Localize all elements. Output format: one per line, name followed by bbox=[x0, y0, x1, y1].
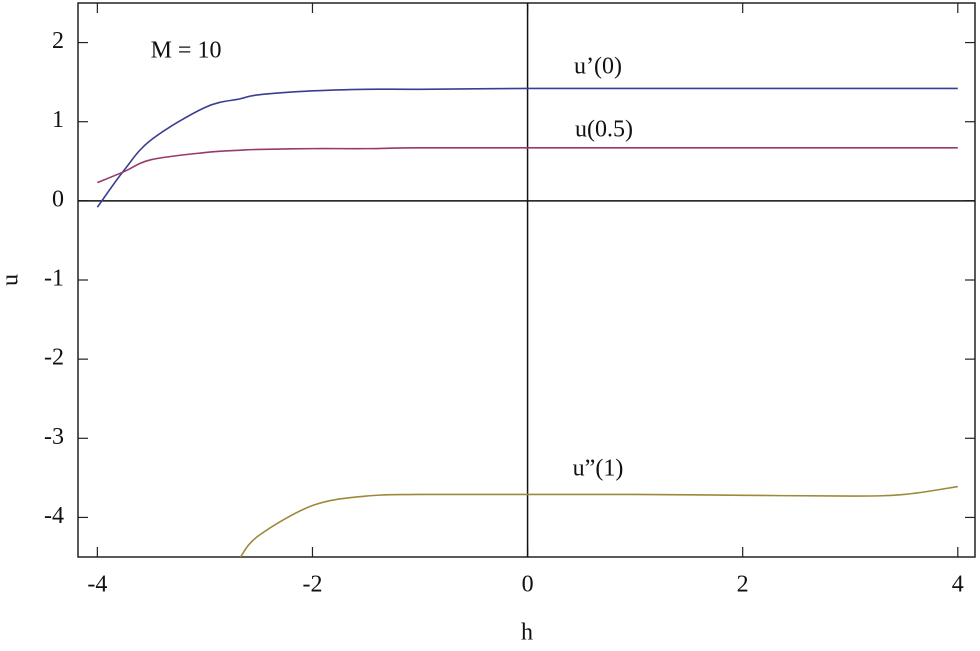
y-tick-label: -1 bbox=[44, 266, 64, 292]
y-tick-label: -3 bbox=[44, 424, 64, 450]
y-axis-label: u bbox=[0, 274, 24, 286]
series-label: u”(1) bbox=[573, 456, 624, 482]
x-tick-label: 0 bbox=[522, 572, 534, 598]
x-tick-label: -2 bbox=[302, 572, 322, 598]
series-label: u(0.5) bbox=[575, 117, 633, 143]
y-tick-label: 2 bbox=[52, 28, 64, 54]
plot-frame bbox=[77, 2, 976, 558]
x-tick-label: -4 bbox=[87, 572, 107, 598]
y-tick-label: -4 bbox=[44, 503, 64, 529]
series-label: u’(0) bbox=[574, 54, 622, 80]
annotation: M = 10 bbox=[151, 38, 222, 64]
x-tick-label: 2 bbox=[737, 572, 749, 598]
series-line bbox=[96, 87, 958, 208]
series-line bbox=[97, 146, 958, 184]
y-tick-label: 0 bbox=[52, 186, 64, 212]
x-tick-label: 4 bbox=[952, 572, 964, 598]
y-tick-label: -2 bbox=[44, 345, 64, 371]
y-tick-label: 1 bbox=[52, 107, 64, 133]
series-line bbox=[239, 485, 958, 557]
x-axis-label: h bbox=[521, 620, 533, 646]
